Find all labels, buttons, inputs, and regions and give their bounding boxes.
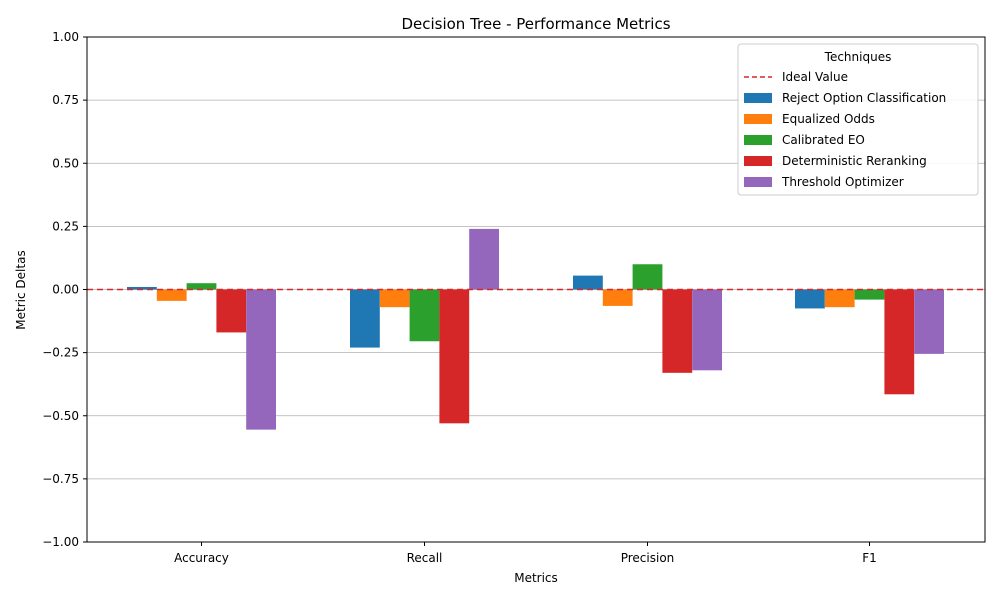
bar	[914, 289, 944, 354]
legend-label: Deterministic Reranking	[782, 154, 927, 168]
y-tick-label: 0.50	[52, 156, 79, 170]
bar	[884, 289, 915, 395]
bar	[602, 289, 633, 306]
legend-label: Equalized Odds	[782, 112, 875, 126]
legend-title: Techniques	[824, 50, 892, 64]
y-tick-label: 0.75	[52, 93, 79, 107]
legend-swatch	[744, 135, 772, 145]
y-tick-label: 0.00	[52, 283, 79, 297]
y-tick-label: −1.00	[42, 535, 79, 549]
legend-label: Reject Option Classification	[782, 91, 946, 105]
legend-series: Reject Option Classification Equalized Od…	[744, 91, 946, 189]
legend-box	[737, 43, 979, 196]
legend-swatch	[744, 93, 772, 103]
bar	[573, 275, 603, 290]
legend-swatch	[744, 156, 772, 166]
bar	[156, 289, 187, 301]
x-tick-label: Accuracy	[174, 551, 229, 565]
legend-swatch	[744, 177, 772, 187]
bar	[409, 289, 440, 342]
legend-ideal-value-label: Ideal Value	[782, 70, 848, 84]
legend-label: Threshold Optimizer	[781, 175, 904, 189]
bar	[186, 283, 217, 290]
y-tick-label: −0.25	[42, 346, 79, 360]
bar	[662, 289, 693, 373]
bar	[824, 289, 855, 308]
plot-frame	[86, 36, 986, 543]
bar	[632, 264, 663, 290]
bar-layer	[127, 228, 944, 430]
bar	[127, 286, 157, 290]
x-tick-label: Recall	[407, 551, 443, 565]
axis-layer: −1.00 −0.75 −0.50 −0.25 0.00 0.25 0.50 0.75 1.00…	[42, 30, 877, 565]
legend: Techniques Ideal Value Reject Option Cla…	[737, 43, 979, 196]
chart-title: Decision Tree - Performance Metrics	[401, 15, 670, 33]
bar	[350, 289, 380, 348]
legend-label: Calibrated EO	[782, 133, 865, 147]
y-tick-label: −0.50	[42, 409, 79, 423]
x-tick-label: Precision	[621, 551, 675, 565]
y-axis-label: Metric Deltas	[14, 250, 28, 329]
bar	[692, 289, 722, 371]
x-tick-label: F1	[862, 551, 877, 565]
y-tick-label: 0.25	[52, 219, 79, 233]
y-tick-label: 1.00	[52, 30, 79, 44]
legend-swatch	[744, 114, 772, 124]
bar	[854, 289, 885, 300]
y-tick-label: −0.75	[42, 472, 79, 486]
bar	[469, 228, 499, 290]
x-axis-label: Metrics	[514, 571, 558, 585]
bar	[795, 289, 825, 309]
bar	[216, 289, 247, 333]
bar	[439, 289, 470, 424]
bar	[379, 289, 410, 308]
bar	[246, 289, 276, 430]
